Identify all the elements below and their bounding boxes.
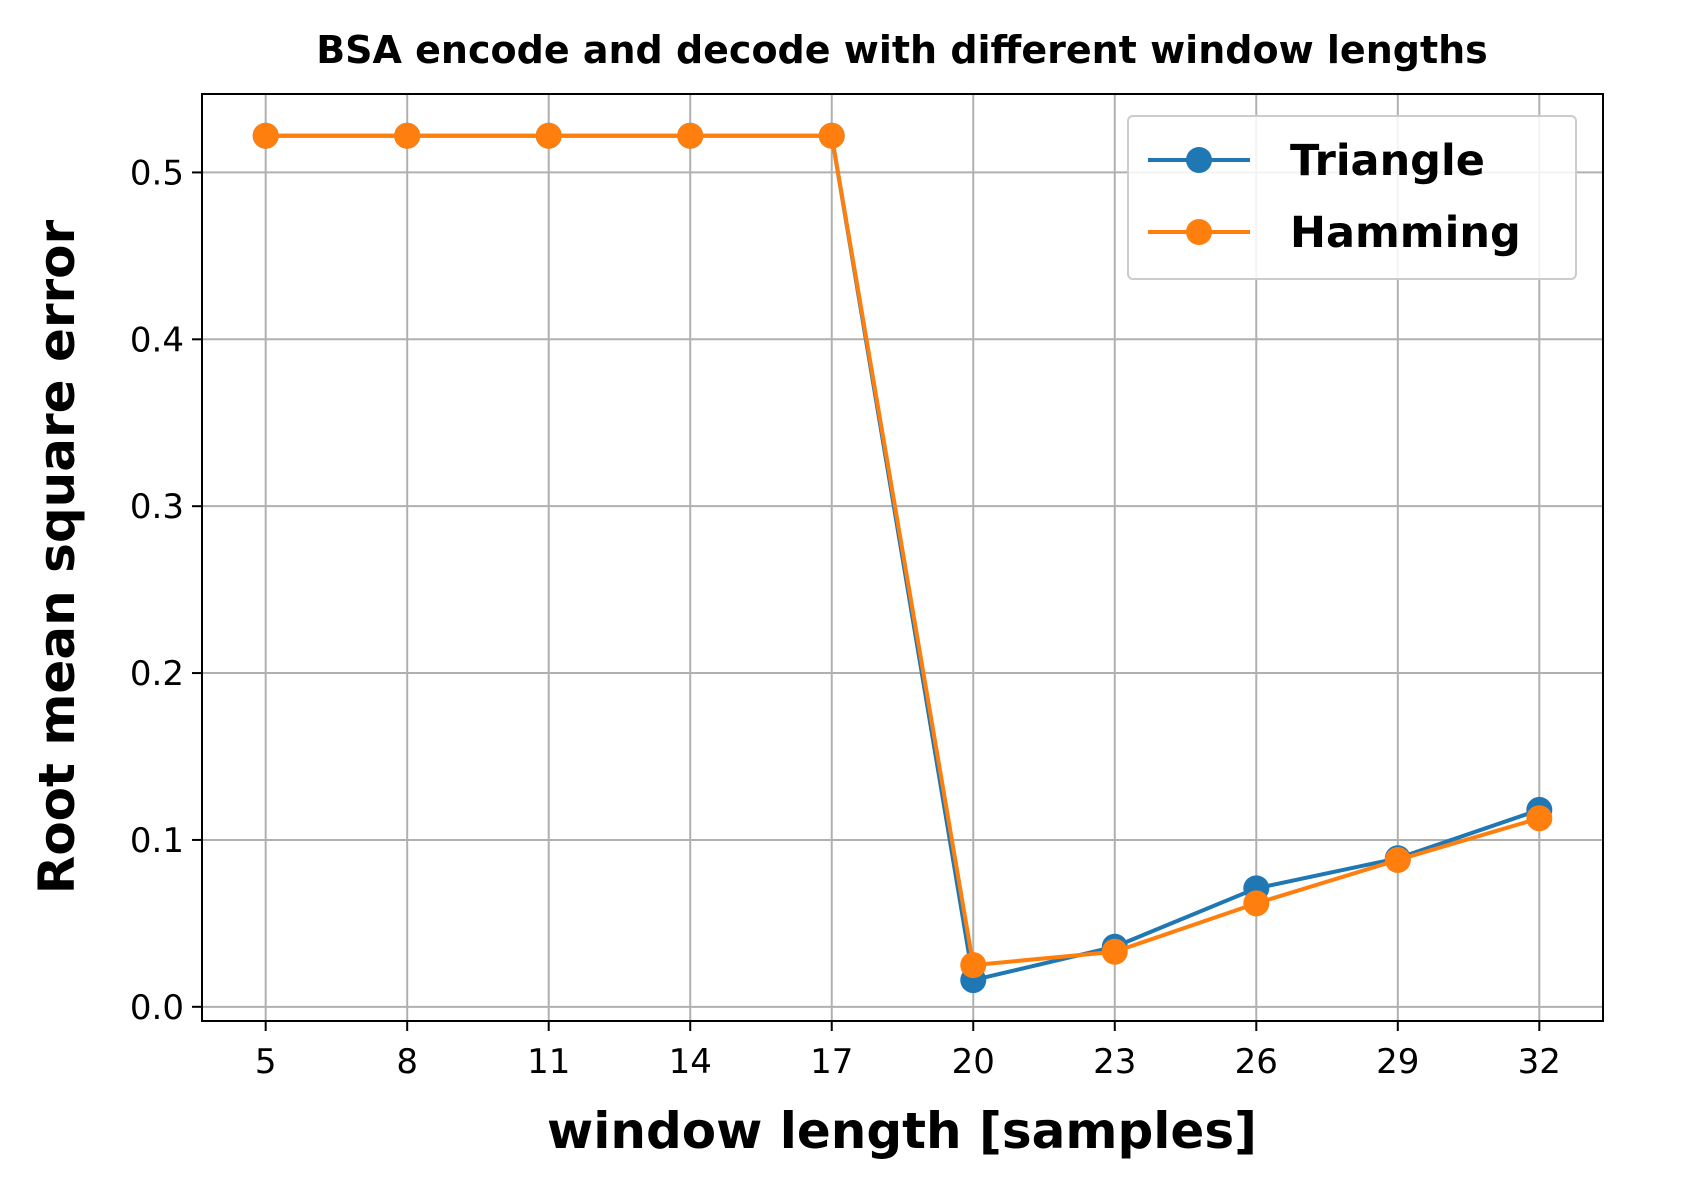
legend-marker-triangle	[1186, 147, 1212, 173]
data-point-hamming	[1384, 846, 1411, 873]
x-tick-label: 8	[396, 1042, 418, 1082]
y-tick-label: 0.4	[130, 320, 184, 360]
y-tick-label: 0.2	[130, 654, 184, 694]
y-axis-ticks: 0.0 0.1 0.2 0.3 0.4 0.5	[130, 153, 202, 1028]
series-layer	[252, 122, 1553, 994]
data-point-hamming	[252, 122, 279, 149]
x-tick-label: 17	[810, 1042, 853, 1082]
x-tick-label: 14	[669, 1042, 712, 1082]
x-tick-label: 20	[952, 1042, 995, 1082]
x-tick-label: 23	[1093, 1042, 1136, 1082]
x-tick-label: 11	[527, 1042, 570, 1082]
series-line-hamming	[265, 133, 1540, 968]
data-point-hamming	[677, 122, 704, 149]
data-point-hamming	[535, 122, 562, 149]
plot-frame	[201, 93, 1604, 1022]
x-axis-title: window length [samples]	[547, 1102, 1257, 1160]
data-point-hamming	[1526, 805, 1553, 832]
legend-marker-hamming	[1186, 219, 1212, 245]
x-tick-label: 26	[1235, 1042, 1278, 1082]
data-point-hamming	[818, 122, 845, 149]
y-tick-label: 0.1	[130, 821, 184, 861]
x-tick-label: 32	[1518, 1042, 1561, 1082]
legend-label-triangle: Triangle	[1290, 136, 1485, 186]
legend-box	[1127, 115, 1577, 280]
x-tick-label: 29	[1376, 1042, 1419, 1082]
data-point-hamming	[394, 122, 421, 149]
y-tick-label: 0.5	[130, 153, 184, 193]
x-axis-ticks: 5 8 11 14 17 20 23 26 29 32	[255, 1021, 1561, 1082]
data-point-hamming	[1243, 890, 1270, 917]
chart-title: BSA encode and decode with different win…	[316, 28, 1488, 72]
y-axis-title: Root mean square error	[28, 219, 86, 894]
data-point-hamming	[1101, 938, 1128, 965]
y-tick-label: 0.3	[130, 487, 184, 527]
legend-label-hamming: Hamming	[1290, 208, 1521, 258]
data-point-hamming	[960, 952, 987, 979]
y-tick-label: 0.0	[130, 988, 184, 1028]
legend: Triangle Hamming	[1127, 115, 1577, 280]
x-tick-label: 5	[255, 1042, 277, 1082]
